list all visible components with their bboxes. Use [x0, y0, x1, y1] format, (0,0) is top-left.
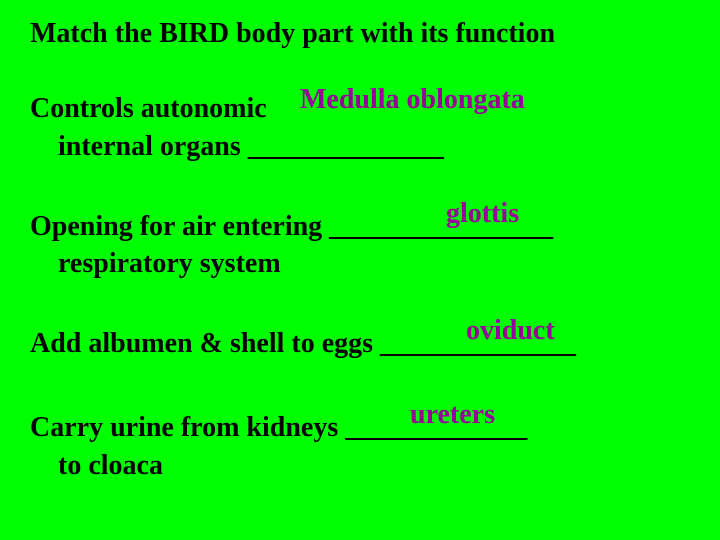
prompt-line-1: Opening for air entering _______________… [30, 208, 690, 246]
question-item-3: oviduct Add albumen & shell to eggs ____… [30, 325, 690, 363]
prompt-line-2-prefix: to cloaca [58, 450, 163, 481]
question-item-1: Medulla oblongata Controls autonomic int… [30, 90, 690, 166]
prompt-line-2-prefix: respiratory system [58, 248, 281, 279]
answer-text: glottis [446, 198, 519, 230]
slide-title: Match the BIRD body part with its functi… [30, 18, 690, 50]
prompt-line-1: Carry urine from kidneys _____________ [30, 409, 690, 447]
prompt-line-1: Add albumen & shell to eggs ____________… [30, 325, 690, 363]
question-item-4: ureters Carry urine from kidneys _______… [30, 409, 690, 485]
prompt-line-2: respiratory system [30, 245, 690, 283]
prompt-line-2: internal organs ______________ [30, 128, 690, 166]
slide: Match the BIRD body part with its functi… [0, 0, 720, 485]
answer-text: oviduct [466, 315, 555, 347]
prompt-line-2: to cloaca [30, 447, 690, 485]
blank-line: ______________ [248, 131, 444, 162]
answer-text: ureters [410, 399, 495, 431]
question-item-2: glottis Opening for air entering _______… [30, 208, 690, 284]
answer-text: Medulla oblongata [300, 84, 525, 116]
prompt-line-2-prefix: internal organs [58, 131, 248, 162]
